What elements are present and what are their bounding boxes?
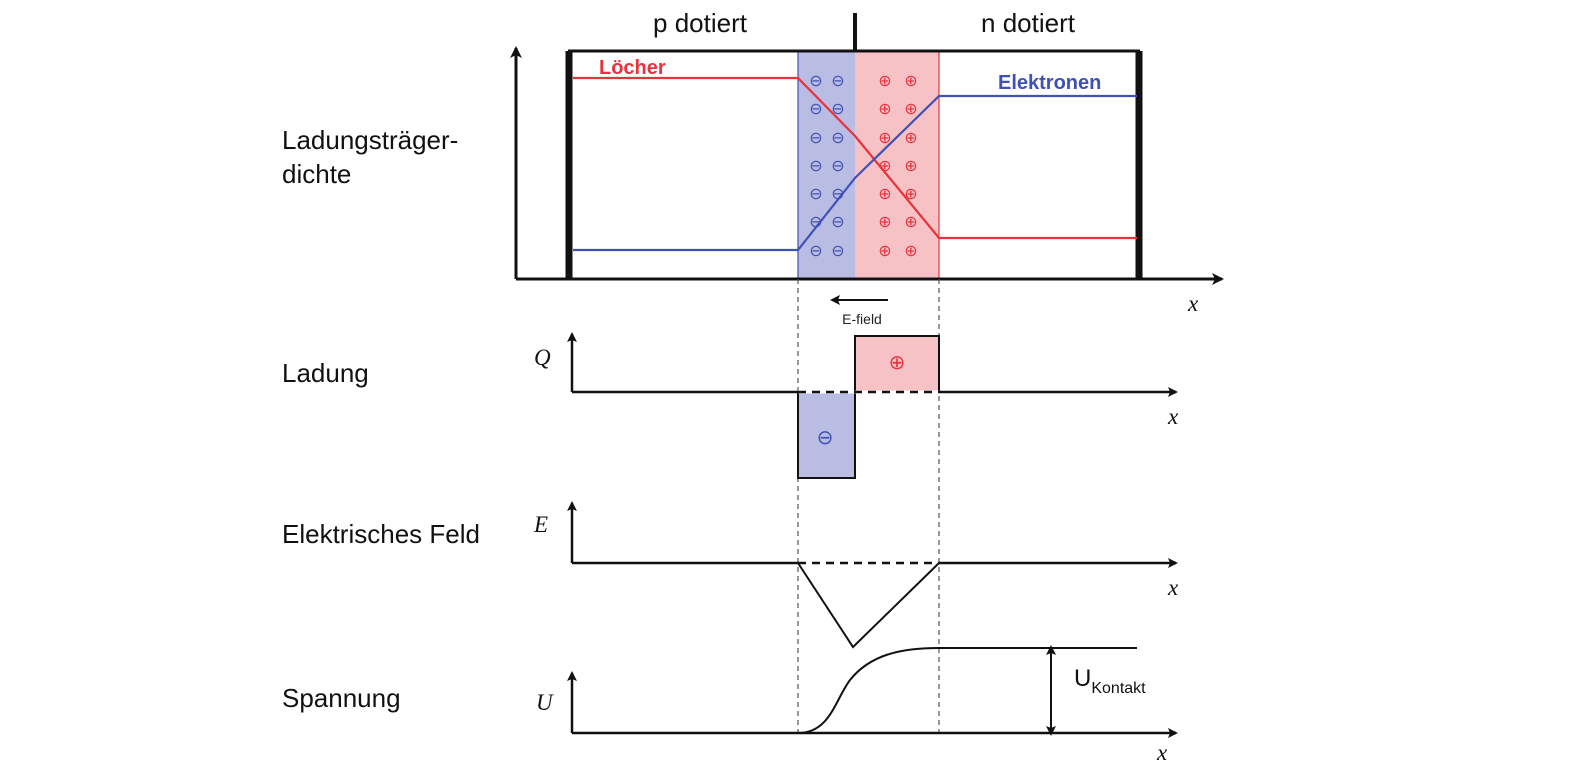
negative-ion-symbol: ⊖ xyxy=(809,212,822,231)
negative-ion-symbol: ⊖ xyxy=(831,128,844,147)
p-doped-label: p dotiert xyxy=(653,8,748,38)
voltage-y-label: U xyxy=(536,690,554,715)
positive-ion-symbol: ⊕ xyxy=(878,241,891,260)
field-label: Elektrisches Feld xyxy=(282,519,480,549)
positive-charge-symbol: ⊕ xyxy=(889,350,906,374)
negative-ion-symbol: ⊖ xyxy=(809,241,822,260)
voltage-x-label: x xyxy=(1156,740,1168,765)
holes-curve xyxy=(573,76,1137,240)
positive-charge-block xyxy=(854,335,940,393)
negative-charge-block xyxy=(797,391,856,479)
negative-ion-symbol: ⊖ xyxy=(831,71,844,90)
positive-ion-symbol: ⊕ xyxy=(904,71,917,90)
positive-ion-symbol: ⊕ xyxy=(878,99,891,118)
charge-x-label: x xyxy=(1167,404,1179,429)
electrons-curve xyxy=(573,94,1137,252)
positive-ion-symbol: ⊕ xyxy=(878,71,891,90)
negative-ion-symbol: ⊖ xyxy=(831,99,844,118)
voltage-curve xyxy=(600,647,1137,734)
negative-ion-symbol: ⊖ xyxy=(809,71,822,90)
negative-ion-symbol: ⊖ xyxy=(809,99,822,118)
positive-ion-grid: ⊕ ⊕ ⊕ ⊕ ⊕ ⊕ ⊕ ⊕ ⊕ ⊕ ⊕ ⊕ ⊕ ⊕ xyxy=(878,71,917,260)
negative-ion-symbol: ⊖ xyxy=(831,241,844,260)
field-curve xyxy=(797,562,940,649)
density-label-line2: dichte xyxy=(282,159,351,189)
holes-label: Löcher xyxy=(599,57,666,79)
positive-ion-symbol: ⊕ xyxy=(904,241,917,260)
negative-ion-symbol: ⊖ xyxy=(831,156,844,175)
field-y-label: E xyxy=(533,512,548,537)
negative-ion-symbol: ⊖ xyxy=(809,156,822,175)
negative-ion-symbol: ⊖ xyxy=(831,212,844,231)
positive-ion-symbol: ⊕ xyxy=(904,128,917,147)
negative-ion-symbol: ⊖ xyxy=(831,184,844,203)
density-x-label: x xyxy=(1187,291,1199,316)
contact-voltage-label: UKontakt xyxy=(1074,665,1146,697)
positive-ion-symbol: ⊕ xyxy=(904,212,917,231)
negative-charge-symbol: ⊖ xyxy=(817,425,834,449)
electrons-label: Elektronen xyxy=(998,72,1101,94)
negative-ion-symbol: ⊖ xyxy=(809,184,822,203)
charge-label: Ladung xyxy=(282,358,369,388)
field-x-label: x xyxy=(1167,575,1179,600)
voltage-label: Spannung xyxy=(282,683,401,713)
positive-ion-symbol: ⊕ xyxy=(878,156,891,175)
positive-ion-symbol: ⊕ xyxy=(904,99,917,118)
n-doped-label: n dotiert xyxy=(981,8,1076,38)
positive-ion-symbol: ⊕ xyxy=(904,184,917,203)
contact-voltage-main: U xyxy=(1074,665,1091,692)
density-label-line1: Ladungsträger- xyxy=(282,125,458,155)
efield-arrow-label: E-field xyxy=(842,311,882,327)
charge-y-label: Q xyxy=(534,345,551,370)
contact-voltage-sub: Kontakt xyxy=(1091,680,1146,697)
negative-ion-grid: ⊖ ⊖ ⊖ ⊖ ⊖ ⊖ ⊖ ⊖ ⊖ ⊖ ⊖ ⊖ ⊖ ⊖ xyxy=(809,71,844,260)
negative-ion-symbol: ⊖ xyxy=(809,128,822,147)
positive-ion-symbol: ⊕ xyxy=(878,184,891,203)
positive-ion-symbol: ⊕ xyxy=(878,212,891,231)
positive-ion-symbol: ⊕ xyxy=(904,156,917,175)
positive-ion-symbol: ⊕ xyxy=(878,128,891,147)
